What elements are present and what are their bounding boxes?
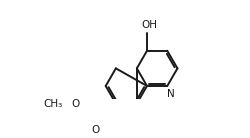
Text: O: O xyxy=(71,99,80,109)
Text: CH₃: CH₃ xyxy=(43,99,62,109)
Text: N: N xyxy=(167,89,174,99)
Text: O: O xyxy=(92,124,100,135)
Text: OH: OH xyxy=(142,20,158,30)
